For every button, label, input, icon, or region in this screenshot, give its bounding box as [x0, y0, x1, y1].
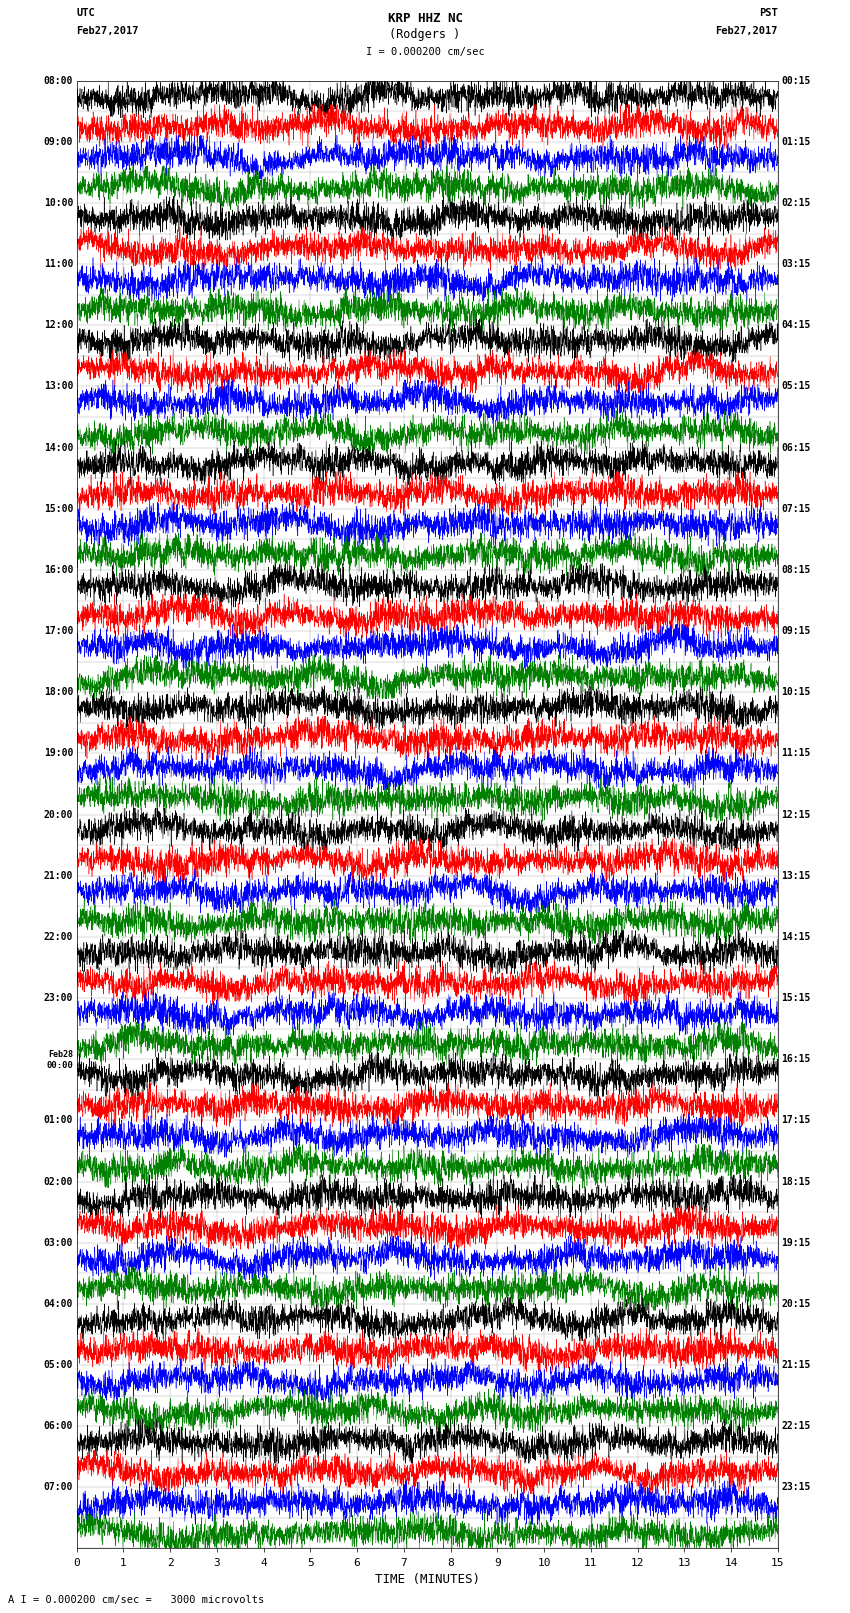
- Text: I = 0.000200 cm/sec: I = 0.000200 cm/sec: [366, 47, 484, 56]
- Text: PST: PST: [759, 8, 778, 18]
- Text: 23:15: 23:15: [781, 1482, 811, 1492]
- Text: 22:15: 22:15: [781, 1421, 811, 1431]
- Text: 14:15: 14:15: [781, 932, 811, 942]
- Text: 02:00: 02:00: [43, 1176, 73, 1187]
- Text: Feb27,2017: Feb27,2017: [715, 26, 778, 35]
- Text: 10:15: 10:15: [781, 687, 811, 697]
- Text: A I = 0.000200 cm/sec =   3000 microvolts: A I = 0.000200 cm/sec = 3000 microvolts: [8, 1595, 264, 1605]
- Text: 06:00: 06:00: [43, 1421, 73, 1431]
- Text: 08:15: 08:15: [781, 565, 811, 574]
- Text: 22:00: 22:00: [43, 932, 73, 942]
- Text: 20:15: 20:15: [781, 1298, 811, 1308]
- Text: 13:15: 13:15: [781, 871, 811, 881]
- Text: 14:00: 14:00: [43, 442, 73, 453]
- Text: 07:00: 07:00: [43, 1482, 73, 1492]
- Text: 15:15: 15:15: [781, 994, 811, 1003]
- Text: 18:15: 18:15: [781, 1176, 811, 1187]
- Text: 09:00: 09:00: [43, 137, 73, 147]
- Text: UTC: UTC: [76, 8, 95, 18]
- Text: 20:00: 20:00: [43, 810, 73, 819]
- Text: 02:15: 02:15: [781, 198, 811, 208]
- Text: 01:00: 01:00: [43, 1115, 73, 1126]
- Text: 04:00: 04:00: [43, 1298, 73, 1308]
- Text: 19:00: 19:00: [43, 748, 73, 758]
- Text: 15:00: 15:00: [43, 503, 73, 515]
- Text: 17:00: 17:00: [43, 626, 73, 636]
- Text: 23:00: 23:00: [43, 994, 73, 1003]
- Text: 05:15: 05:15: [781, 381, 811, 392]
- Text: 00:15: 00:15: [781, 76, 811, 85]
- Text: Feb27,2017: Feb27,2017: [76, 26, 139, 35]
- Text: 06:15: 06:15: [781, 442, 811, 453]
- Text: 13:00: 13:00: [43, 381, 73, 392]
- Text: KRP HHZ NC: KRP HHZ NC: [388, 11, 462, 26]
- Text: 10:00: 10:00: [43, 198, 73, 208]
- Text: 11:00: 11:00: [43, 260, 73, 269]
- Text: 05:00: 05:00: [43, 1360, 73, 1369]
- Text: 17:15: 17:15: [781, 1115, 811, 1126]
- Text: 01:15: 01:15: [781, 137, 811, 147]
- Text: 04:15: 04:15: [781, 321, 811, 331]
- Text: 07:15: 07:15: [781, 503, 811, 515]
- X-axis label: TIME (MINUTES): TIME (MINUTES): [375, 1573, 479, 1586]
- Text: 21:00: 21:00: [43, 871, 73, 881]
- Text: Feb28: Feb28: [48, 1050, 73, 1058]
- Text: 12:00: 12:00: [43, 321, 73, 331]
- Text: 16:15: 16:15: [781, 1055, 811, 1065]
- Text: 09:15: 09:15: [781, 626, 811, 636]
- Text: 08:00: 08:00: [43, 76, 73, 85]
- Text: (Rodgers ): (Rodgers ): [389, 29, 461, 42]
- Text: 18:00: 18:00: [43, 687, 73, 697]
- Text: 11:15: 11:15: [781, 748, 811, 758]
- Text: 00:00: 00:00: [46, 1061, 73, 1069]
- Text: 03:00: 03:00: [43, 1237, 73, 1248]
- Text: 12:15: 12:15: [781, 810, 811, 819]
- Text: 19:15: 19:15: [781, 1237, 811, 1248]
- Text: 16:00: 16:00: [43, 565, 73, 574]
- Text: 03:15: 03:15: [781, 260, 811, 269]
- Text: 21:15: 21:15: [781, 1360, 811, 1369]
